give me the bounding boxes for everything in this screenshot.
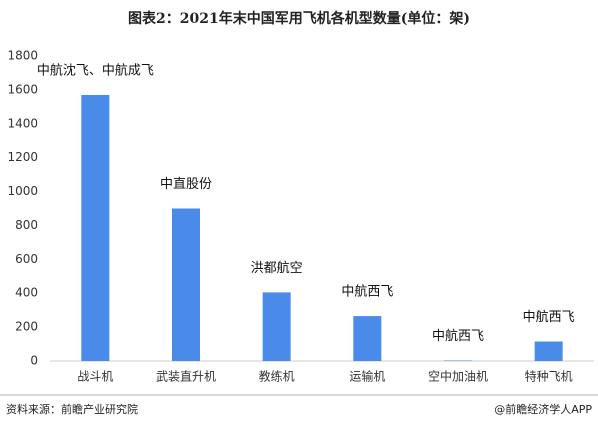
bar (172, 208, 200, 361)
y-tick-label: 200 (15, 320, 38, 334)
y-tick-label: 1000 (7, 184, 38, 198)
y-tick-label: 600 (15, 252, 38, 266)
x-tick-label: 教练机 (259, 369, 295, 384)
y-tick-label: 0 (30, 354, 38, 368)
y-tick-label: 1400 (7, 116, 38, 130)
x-tick-label: 战斗机 (77, 370, 113, 384)
bar (262, 292, 291, 361)
x-tick-label: 空中加油机 (428, 369, 488, 384)
annotation: 中航沈飞、中航成飞 (37, 62, 154, 78)
annotation: 中航西飞 (523, 309, 575, 325)
bar (81, 94, 110, 361)
x-tick-label: 运输机 (349, 369, 385, 384)
credit: @前瞻经济学人APP (494, 402, 592, 416)
annotation: 中直股份 (160, 177, 212, 192)
annotation: 洪都航空 (251, 260, 303, 276)
annotation: 中航西飞 (341, 284, 393, 300)
y-tick-label: 800 (15, 218, 38, 232)
y-tick-label: 1200 (7, 150, 38, 164)
y-tick-label: 400 (15, 286, 38, 300)
y-tick-label: 1800 (7, 49, 38, 63)
annotation: 中航西飞 (432, 328, 484, 344)
source: 资料来源：前瞻产业研究院 (6, 402, 138, 416)
x-tick-label: 武装直升机 (156, 370, 216, 384)
bar (534, 341, 563, 361)
bar (444, 360, 472, 361)
x-tick-label: 特种飞机 (525, 369, 573, 384)
bar (353, 316, 382, 361)
y-tick-label: 1600 (7, 82, 38, 96)
chart-title: 图表2：2021年末中国军用飞机各机型数量(单位：架) (128, 10, 470, 27)
